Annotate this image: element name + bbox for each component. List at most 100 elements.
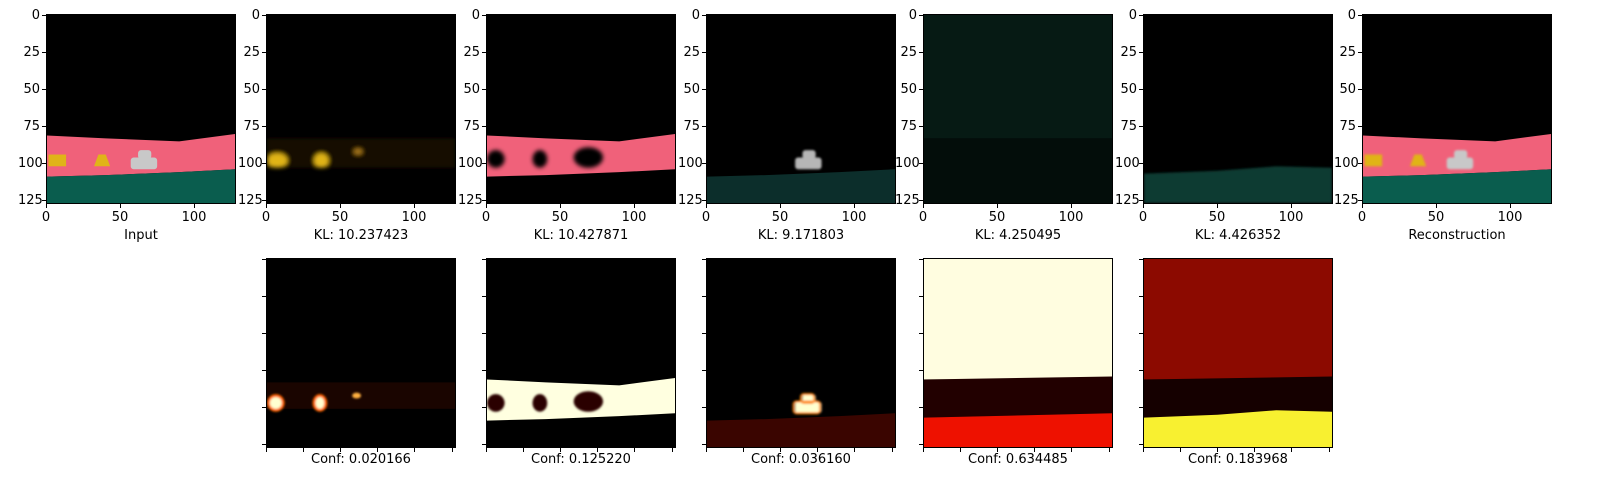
y-tick (262, 52, 266, 53)
bottom-row-caption: Conf: 0.036160 (751, 452, 851, 467)
y-tick (262, 15, 266, 16)
y-tick-label: 0 (251, 8, 260, 23)
y-tick (1358, 163, 1362, 164)
x-tick (266, 204, 267, 208)
x-tick (377, 448, 378, 452)
y-tick (919, 15, 923, 16)
y-tick-label: 0 (691, 8, 700, 23)
y-tick (702, 89, 706, 90)
x-tick (1510, 204, 1511, 208)
yellow-object (1364, 154, 1383, 167)
top-row-caption: KL: 9.171803 (757, 228, 845, 243)
y-tick-label: 50 (1339, 82, 1356, 97)
x-tick (997, 204, 998, 208)
x-tick (892, 448, 893, 452)
dark-blob (487, 150, 505, 168)
y-tick (482, 52, 486, 53)
x-tick (1109, 448, 1110, 452)
x-tick (1143, 204, 1144, 208)
conf2-image (487, 259, 675, 447)
yellow-blob (314, 153, 329, 168)
y-tick-label: 25 (463, 45, 480, 60)
recon-image (1363, 15, 1551, 203)
y-tick-label: 50 (23, 82, 40, 97)
x-tick (923, 204, 924, 208)
conf3-image (707, 259, 895, 447)
y-tick-label: 0 (908, 8, 917, 23)
y-tick-label: 25 (243, 45, 260, 60)
hot-blob (315, 397, 325, 409)
y-tick (482, 259, 486, 260)
x-tick (1071, 204, 1072, 208)
x-tick-label: 50 (771, 210, 789, 225)
conf1-image (267, 259, 455, 447)
bottom-row-caption: Conf: 0.634485 (968, 452, 1068, 467)
y-tick-label: 100 (18, 156, 43, 171)
bottom-row-panel (486, 258, 676, 448)
x-tick (340, 204, 341, 208)
input-image (47, 15, 235, 203)
x-tick (486, 204, 487, 208)
y-tick-label: 125 (895, 193, 920, 208)
dark-blob (532, 394, 548, 412)
x-tick (1436, 204, 1437, 208)
x-tick (1143, 448, 1144, 452)
x-tick-label: 100 (621, 210, 647, 225)
y-tick (919, 163, 923, 164)
y-tick-label: 75 (23, 119, 40, 134)
yellow-band (1144, 410, 1332, 447)
image-background (267, 259, 455, 447)
x-tick-label: 100 (181, 210, 207, 225)
y-tick-label: 25 (1339, 45, 1356, 60)
red-band (924, 413, 1112, 447)
x-tick (597, 448, 598, 452)
top-row-caption: KL: 4.426352 (1194, 228, 1282, 243)
top-row-panel (1362, 14, 1552, 204)
car-object (130, 150, 158, 170)
x-tick (560, 204, 561, 208)
bottom-row-caption: Conf: 0.125220 (531, 452, 631, 467)
x-tick (672, 448, 673, 452)
y-tick (702, 52, 706, 53)
y-tick (262, 333, 266, 334)
y-tick-label: 75 (900, 119, 917, 134)
y-tick (1139, 407, 1143, 408)
y-tick (919, 333, 923, 334)
mask4-image (924, 15, 1112, 203)
hot-blob (269, 397, 282, 409)
x-tick (743, 448, 744, 452)
y-tick (1358, 52, 1362, 53)
mask5-image (1144, 15, 1332, 203)
y-tick (702, 259, 706, 260)
y-tick (919, 259, 923, 260)
y-tick (1139, 444, 1143, 445)
x-tick (1291, 204, 1292, 208)
yellow-blob (267, 153, 288, 168)
car-object (795, 150, 822, 170)
top-row-panel (486, 14, 676, 204)
y-tick (482, 333, 486, 334)
y-tick-label: 25 (683, 45, 700, 60)
y-tick-label: 25 (23, 45, 40, 60)
y-tick (702, 370, 706, 371)
x-tick (303, 448, 304, 452)
y-tick-label: 50 (243, 82, 260, 97)
y-tick (42, 126, 46, 127)
y-tick-label: 50 (683, 82, 700, 97)
top-row-panel (923, 14, 1113, 204)
x-tick-label: 50 (111, 210, 129, 225)
x-tick (194, 204, 195, 208)
y-tick (262, 200, 266, 201)
x-tick (960, 448, 961, 452)
yellow-object (1410, 154, 1427, 167)
bottom-row-panel (706, 258, 896, 448)
x-tick (340, 448, 341, 452)
y-tick (919, 200, 923, 201)
y-tick (1358, 200, 1362, 201)
top-row-caption: Reconstruction (1408, 228, 1506, 243)
y-tick (702, 407, 706, 408)
y-tick (262, 126, 266, 127)
y-tick-label: 75 (463, 119, 480, 134)
y-tick (919, 444, 923, 445)
x-tick-label: 100 (1058, 210, 1084, 225)
